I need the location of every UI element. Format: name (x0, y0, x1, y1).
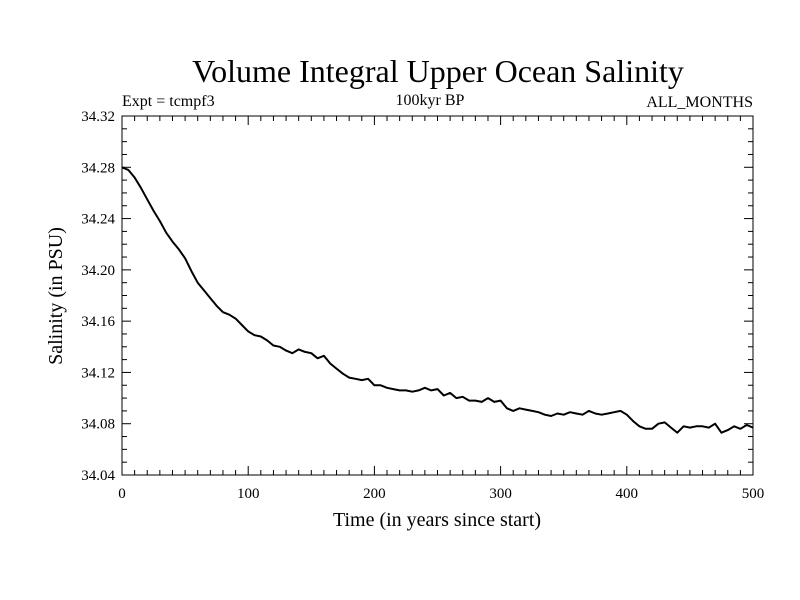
y-tick-label: 34.16 (81, 314, 115, 330)
months-label: ALL_MONTHS (646, 94, 753, 111)
x-tick-label: 0 (118, 486, 126, 502)
y-tick-label: 34.12 (81, 365, 115, 381)
axis-ticks (121, 115, 754, 476)
plot-frame (121, 115, 754, 476)
x-tick-label: 100 (237, 486, 260, 502)
x-tick-labels: 0 100 200 300 400 500 (118, 486, 764, 502)
x-tick-label: 500 (742, 486, 765, 502)
period-label: 100kyr BP (396, 92, 465, 109)
x-tick-label: 300 (489, 486, 512, 502)
x-axis-label: Time (in years since start) (333, 509, 541, 531)
chart-title: Volume Integral Upper Ocean Salinity (192, 53, 684, 89)
y-axis-label: Salinity (in PSU) (45, 227, 67, 365)
experiment-label: Expt = tcmpf3 (122, 93, 215, 110)
x-tick-label: 200 (363, 486, 386, 502)
y-tick-label: 34.08 (81, 417, 115, 433)
y-tick-label: 34.24 (81, 212, 115, 228)
salinity-series-line (121, 166, 754, 434)
y-tick-label: 34.28 (81, 160, 115, 176)
x-tick-label: 400 (616, 486, 639, 502)
y-tick-label: 34.20 (81, 263, 115, 279)
y-tick-label: 34.32 (81, 109, 115, 125)
y-tick-label: 34.04 (81, 468, 115, 484)
y-tick-labels: 34.04 34.08 34.12 34.16 34.20 34.24 34.28 34.32 (81, 109, 115, 484)
